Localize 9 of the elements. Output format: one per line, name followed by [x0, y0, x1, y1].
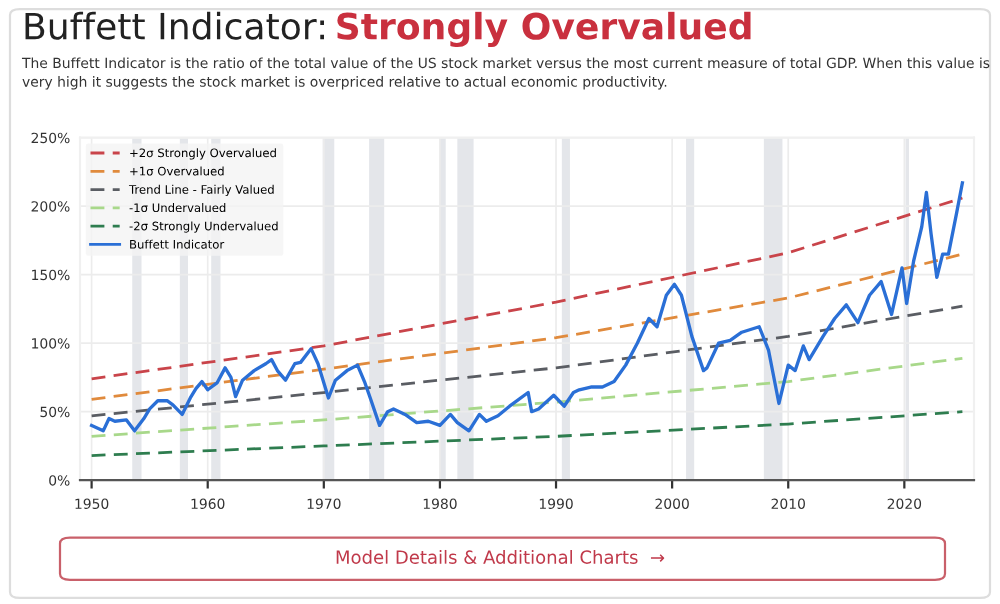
line-series [89, 181, 965, 433]
line-series [90, 304, 964, 418]
chart-title: Buffett Indicator: [25, 11, 324, 40]
line-series [90, 196, 964, 381]
text: Strongly Overvalued [337, 11, 751, 48]
line-series [90, 252, 964, 401]
text: Model Details & Additional Charts → [336, 549, 665, 564]
line-series [90, 410, 964, 457]
line-series [90, 356, 964, 438]
